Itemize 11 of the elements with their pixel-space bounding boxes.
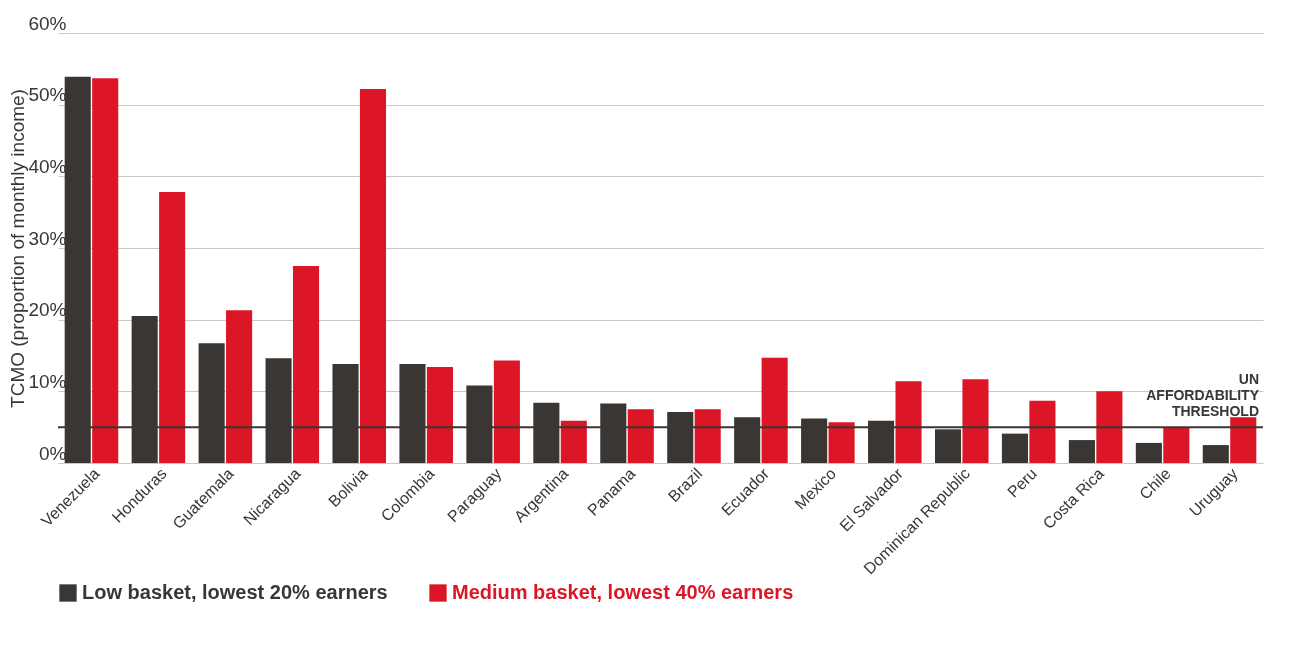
ref-line-label: UN AFFORDABILITY THRESHOLD bbox=[1146, 371, 1260, 420]
legend-label: Medium basket, lowest 40% earners bbox=[452, 581, 794, 603]
legend-label: Low basket, lowest 20% earners bbox=[82, 581, 388, 603]
y-tick-label: 0% bbox=[39, 442, 67, 464]
y-tick-label: 10% bbox=[28, 370, 67, 392]
y-axis-title: TCMO (proportion of monthly income) bbox=[7, 89, 29, 408]
y-tick-label: 30% bbox=[28, 227, 67, 249]
y-tick-label: 60% bbox=[28, 12, 67, 34]
y-tick-label: 40% bbox=[28, 155, 67, 177]
y-tick-label: 20% bbox=[28, 299, 67, 321]
y-tick-label: 50% bbox=[28, 84, 67, 106]
